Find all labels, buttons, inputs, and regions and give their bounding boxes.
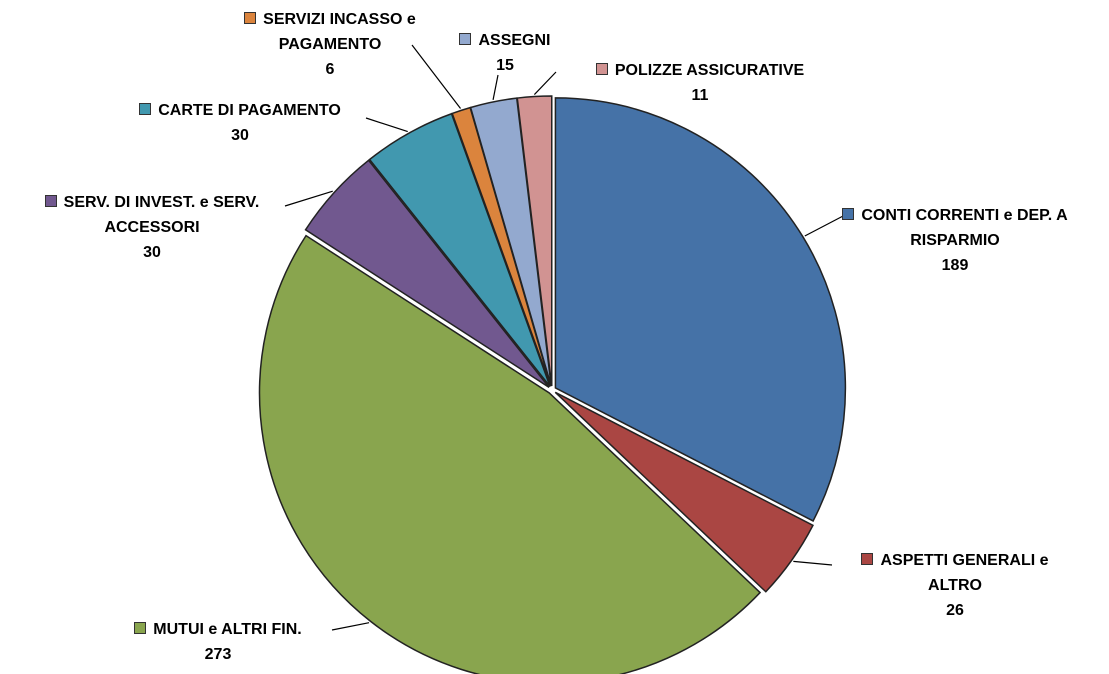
data-label: ASPETTI GENERALI e ALTRO 26 bbox=[840, 548, 1070, 623]
label-category: ASPETTI GENERALI e ALTRO bbox=[840, 548, 1070, 598]
leader-line bbox=[804, 214, 846, 237]
pie-slice bbox=[516, 95, 553, 387]
leader-line bbox=[793, 560, 833, 566]
category-text: SERVIZI INCASSO e PAGAMENTO bbox=[263, 11, 416, 53]
data-label: CARTE DI PAGAMENTO 30 bbox=[105, 98, 375, 148]
legend-swatch bbox=[595, 63, 608, 75]
label-category: ASSEGNI bbox=[450, 28, 560, 53]
leader-line bbox=[492, 74, 499, 101]
label-value: 11 bbox=[691, 87, 709, 104]
legend-swatch bbox=[134, 622, 147, 634]
pie-slice bbox=[304, 159, 550, 388]
label-category: POLIZZE ASSICURATIVE bbox=[565, 58, 835, 83]
label-category: SERVIZI INCASSO e PAGAMENTO bbox=[215, 7, 445, 57]
legend-swatch bbox=[139, 103, 152, 115]
data-label: MUTUI e ALTRI FIN. 273 bbox=[93, 617, 343, 667]
label-value: 15 bbox=[496, 57, 514, 74]
leader-line bbox=[411, 44, 462, 109]
pie-slice bbox=[554, 97, 847, 522]
label-value: 189 bbox=[941, 257, 969, 274]
category-text: SERV. DI INVEST. e SERV. ACCESSORI bbox=[63, 194, 260, 236]
legend-swatch bbox=[861, 553, 874, 565]
legend-swatch bbox=[842, 208, 855, 220]
category-text: MUTUI e ALTRI FIN. bbox=[153, 621, 302, 638]
category-text: CONTI CORRENTI e DEP. A RISPARMIO bbox=[861, 207, 1068, 249]
label-value: 30 bbox=[231, 127, 249, 144]
data-label: POLIZZE ASSICURATIVE 11 bbox=[565, 58, 835, 108]
leader-line bbox=[284, 190, 333, 207]
label-category: CARTE DI PAGAMENTO bbox=[105, 98, 375, 123]
category-text: CARTE DI PAGAMENTO bbox=[158, 102, 341, 119]
pie-slice bbox=[368, 112, 551, 387]
label-value: 30 bbox=[143, 244, 161, 261]
leader-line bbox=[533, 71, 557, 95]
label-category: MUTUI e ALTRI FIN. bbox=[93, 617, 343, 642]
category-text: ASPETTI GENERALI e ALTRO bbox=[880, 552, 1049, 594]
category-text: ASSEGNI bbox=[478, 32, 551, 49]
pie-slice bbox=[258, 234, 762, 674]
data-label: SERV. DI INVEST. e SERV. ACCESSORI 30 bbox=[7, 190, 297, 265]
label-value: 273 bbox=[204, 646, 232, 663]
data-label: ASSEGNI 15 bbox=[450, 28, 560, 78]
data-label: CONTI CORRENTI e DEP. A RISPARMIO 189 bbox=[840, 203, 1070, 278]
category-text: POLIZZE ASSICURATIVE bbox=[614, 62, 805, 79]
label-category: CONTI CORRENTI e DEP. A RISPARMIO bbox=[840, 203, 1070, 253]
leader-line bbox=[331, 622, 370, 631]
legend-swatch bbox=[44, 195, 57, 207]
data-label: SERVIZI INCASSO e PAGAMENTO 6 bbox=[215, 7, 445, 82]
legend-swatch bbox=[459, 33, 472, 45]
leader-line bbox=[365, 117, 408, 133]
legend-swatch bbox=[244, 12, 257, 24]
label-value: 6 bbox=[325, 61, 335, 78]
pie-slice bbox=[554, 391, 814, 593]
label-value: 26 bbox=[946, 602, 964, 619]
label-category: SERV. DI INVEST. e SERV. ACCESSORI bbox=[7, 190, 297, 240]
